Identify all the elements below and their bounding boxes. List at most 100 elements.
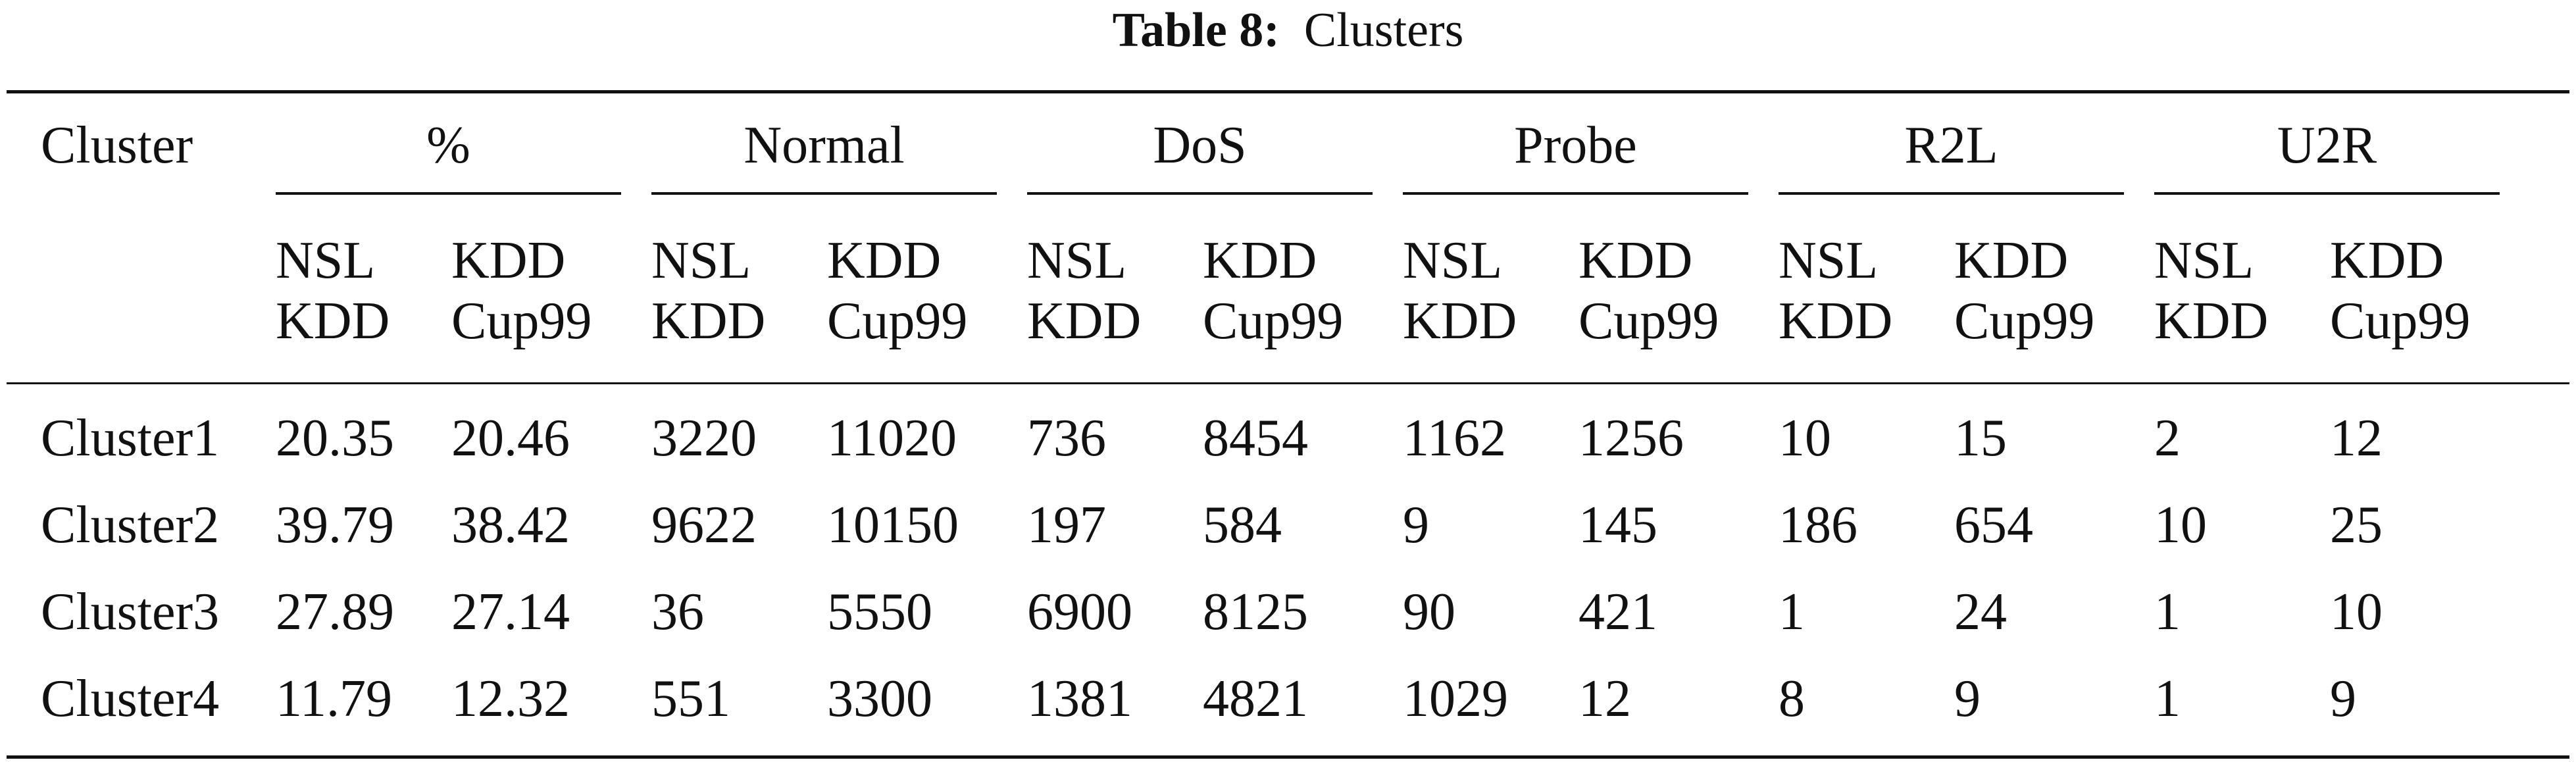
subcolumn-header: KDD Cup99 <box>1203 230 1343 351</box>
table-cell: 15 <box>1954 409 2007 467</box>
table-cell: 10 <box>1779 409 1831 467</box>
caption-title: Clusters <box>1303 3 1464 57</box>
group-header: % <box>426 116 470 174</box>
subcolumn-header-line1: NSL <box>1027 232 1127 290</box>
subcolumn-header-line2: Cup99 <box>1203 292 1344 350</box>
subcolumn-header: NSL KDD <box>651 230 765 351</box>
subcolumn-header-line2: KDD <box>1779 292 1893 350</box>
subcolumn-header-line2: Cup99 <box>1954 292 2095 350</box>
table-cell: 11020 <box>827 409 957 467</box>
subcolumn-header: NSL KDD <box>1403 230 1517 351</box>
row-label: Cluster2 <box>41 496 220 554</box>
table-cell: 197 <box>1027 496 1106 554</box>
table-cell: 27.89 <box>276 583 394 641</box>
subcolumn-header-line2: Cup99 <box>827 292 968 350</box>
subcolumn-header: NSL KDD <box>1779 230 1892 351</box>
table-cell: 36 <box>651 583 704 641</box>
table-cell: 1381 <box>1027 670 1132 728</box>
table-cell: 186 <box>1779 496 1857 554</box>
group-header: Normal <box>744 116 905 174</box>
group-underline <box>1779 192 2124 195</box>
table-cell: 4821 <box>1203 670 1308 728</box>
table-cell: 1162 <box>1403 409 1507 467</box>
subcolumn-header-line1: KDD <box>1203 232 1317 290</box>
subcolumn-header: KDD Cup99 <box>451 230 592 351</box>
table-cell: 145 <box>1578 496 1657 554</box>
table-cell: 551 <box>651 670 730 728</box>
subcolumn-header-line2: Cup99 <box>1578 292 1719 350</box>
subcolumn-header-line1: KDD <box>2330 232 2444 290</box>
top-rule <box>7 90 2569 93</box>
subcolumn-header-line1: NSL <box>1403 232 1503 290</box>
table-cell: 25 <box>2330 496 2383 554</box>
table-cell: 10 <box>2330 583 2383 641</box>
table-cell: 20.35 <box>276 409 394 467</box>
subcolumn-header-line2: KDD <box>1403 292 1517 350</box>
table-cell: 654 <box>1954 496 2033 554</box>
row-label: Cluster4 <box>41 670 220 728</box>
subcolumn-header-line1: NSL <box>1779 232 1879 290</box>
table-cell: 1 <box>2154 583 2181 641</box>
table-cell: 9 <box>2330 670 2356 728</box>
table-cell: 24 <box>1954 583 2007 641</box>
caption-label: Table 8: <box>1112 3 1280 57</box>
subcolumn-header: NSL KDD <box>2154 230 2268 351</box>
table-cell: 9622 <box>651 496 757 554</box>
subcolumn-header: KDD Cup99 <box>827 230 967 351</box>
group-underline <box>2154 192 2500 195</box>
table-cell: 27.14 <box>451 583 570 641</box>
table-cell: 8 <box>1779 670 1805 728</box>
table-cell: 5550 <box>827 583 932 641</box>
table-cell: 8454 <box>1203 409 1308 467</box>
table-cell: 8125 <box>1203 583 1308 641</box>
subcolumn-header-line2: KDD <box>2154 292 2269 350</box>
row-label: Cluster1 <box>41 409 220 467</box>
subcolumn-header: NSL KDD <box>276 230 390 351</box>
table-cell: 12.32 <box>451 670 570 728</box>
subcolumn-header-line2: KDD <box>276 292 390 350</box>
subcolumn-header-line1: KDD <box>1954 232 2069 290</box>
subcolumn-header: KDD Cup99 <box>1954 230 2094 351</box>
subcolumn-header-line1: NSL <box>651 232 751 290</box>
table-cell: 9 <box>1403 496 1429 554</box>
table-cell: 736 <box>1027 409 1106 467</box>
header-rule <box>7 382 2569 384</box>
table-cell: 9 <box>1954 670 1981 728</box>
group-underline <box>1403 192 1748 195</box>
subcolumn-header-line1: KDD <box>451 232 566 290</box>
table-cell: 1029 <box>1403 670 1508 728</box>
subcolumn-header: NSL KDD <box>1027 230 1141 351</box>
row-label: Cluster3 <box>41 583 220 641</box>
group-header: DoS <box>1153 116 1247 174</box>
subcolumn-header-line1: NSL <box>276 232 376 290</box>
table-cell: 10 <box>2154 496 2207 554</box>
group-header: U2R <box>2277 116 2377 174</box>
table-cell: 1 <box>1779 583 1805 641</box>
subcolumn-header-line2: KDD <box>651 292 766 350</box>
group-header: R2L <box>1904 116 1998 174</box>
bottom-rule <box>7 755 2569 759</box>
table-cell: 39.79 <box>276 496 394 554</box>
table-cell: 11.79 <box>276 670 393 728</box>
table-cell: 2 <box>2154 409 2181 467</box>
subcolumn-header-line1: KDD <box>827 232 942 290</box>
group-underline <box>651 192 997 195</box>
subcolumn-header-line2: Cup99 <box>2330 292 2471 350</box>
group-underline <box>276 192 621 195</box>
table-cell: 421 <box>1578 583 1657 641</box>
subcolumn-header-line2: KDD <box>1027 292 1142 350</box>
table-cell: 3300 <box>827 670 932 728</box>
stub-header: Cluster <box>41 116 193 174</box>
subcolumn-header-line1: NSL <box>2154 232 2254 290</box>
subcolumn-header: KDD Cup99 <box>1578 230 1719 351</box>
table-cell: 3220 <box>651 409 757 467</box>
table-cell: 6900 <box>1027 583 1132 641</box>
table-cell: 38.42 <box>451 496 570 554</box>
table-cell: 1 <box>2154 670 2181 728</box>
table-cell: 1256 <box>1578 409 1684 467</box>
subcolumn-header-line2: Cup99 <box>451 292 592 350</box>
table-cell: 584 <box>1203 496 1282 554</box>
table-cell: 10150 <box>827 496 959 554</box>
table-cell: 12 <box>1578 670 1631 728</box>
group-header: Probe <box>1514 116 1637 174</box>
